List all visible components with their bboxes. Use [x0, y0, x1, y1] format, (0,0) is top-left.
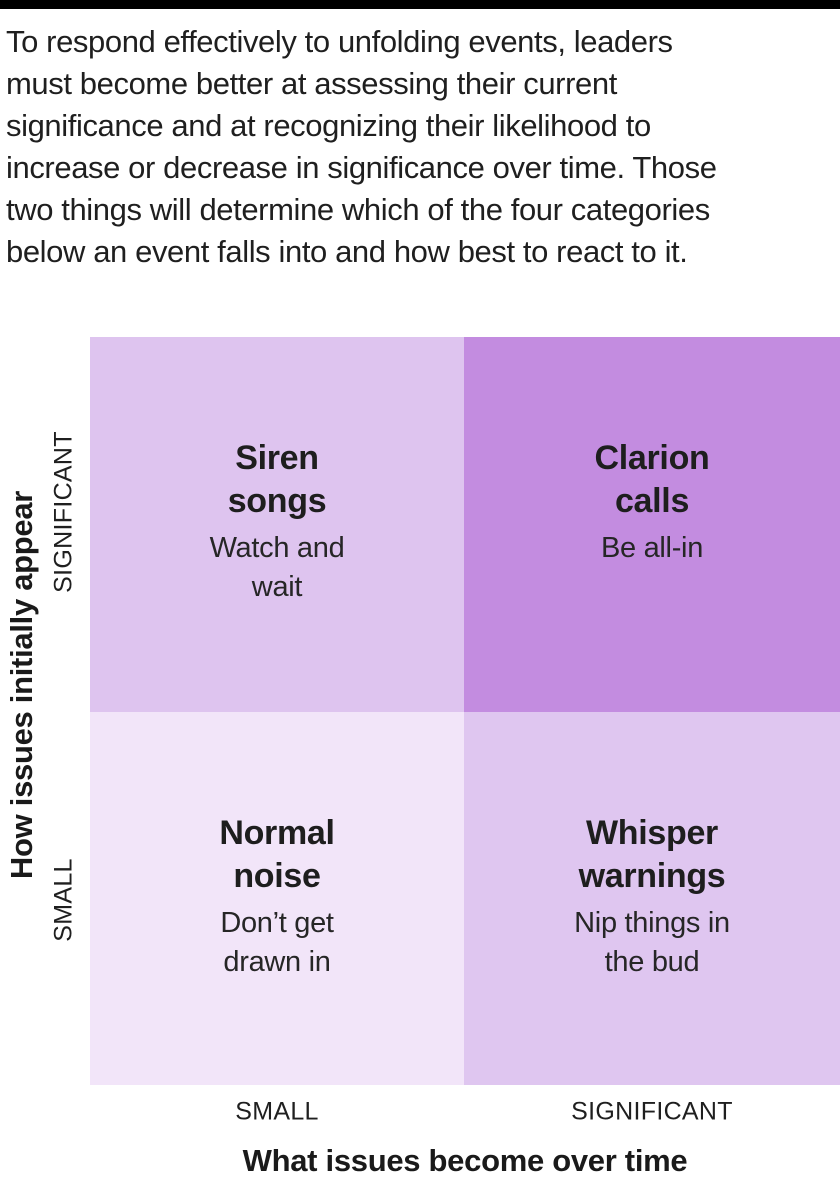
quadrant-subtitle: Watch and wait	[210, 529, 345, 607]
quadrant-title-line: songs	[227, 482, 327, 520]
quadrant-subtitle-line: drawn in	[223, 946, 331, 978]
quadrant-matrix: Siren songs Watch and wait Clarion calls…	[90, 337, 840, 1085]
quadrant-subtitle-line: wait	[251, 571, 303, 603]
y-axis-title: How issues initially appear	[4, 490, 39, 880]
quadrant-title-line: noise	[233, 857, 321, 895]
quadrant-normal-noise: Normal noise Don’t get drawn in	[90, 712, 464, 1085]
quadrant-subtitle-line: Nip things in	[574, 907, 730, 939]
quadrant-title-line: Siren	[235, 439, 319, 477]
quadrant-subtitle-line: Don’t get	[220, 907, 334, 939]
intro-line: increase or decrease in significance ove…	[6, 150, 717, 185]
quadrant-title-line: Whisper	[585, 814, 718, 852]
quadrant-clarion-calls: Clarion calls Be all-in	[464, 337, 840, 712]
quadrant-subtitle-line: the bud	[604, 946, 700, 978]
intro-paragraph: To respond effectively to unfolding even…	[6, 21, 717, 273]
quadrant-subtitle: Nip things in the bud	[574, 904, 730, 982]
y-axis-tick-significant: SIGNIFICANT	[49, 431, 78, 593]
intro-line: To respond effectively to unfolding even…	[6, 24, 673, 59]
quadrant-title: Normal noise	[219, 812, 335, 898]
quadrant-subtitle: Be all-in	[601, 529, 703, 568]
quadrant-title-line: Normal	[219, 814, 335, 852]
quadrant-subtitle-line: Be all-in	[600, 532, 704, 564]
quadrant-subtitle: Don’t get drawn in	[220, 904, 334, 982]
top-rule	[0, 0, 840, 9]
quadrant-title-line: Clarion	[594, 439, 710, 477]
x-axis-tick-small: SMALL	[235, 1097, 319, 1126]
y-axis-tick-small: SMALL	[49, 858, 78, 942]
x-axis-title: What issues become over time	[242, 1143, 688, 1178]
intro-line: below an event falls into and how best t…	[6, 234, 688, 269]
quadrant-whisper-warnings: Whisper warnings Nip things in the bud	[464, 712, 840, 1085]
intro-line: significance and at recognizing their li…	[6, 108, 651, 143]
intro-line: must become better at assessing their cu…	[6, 66, 617, 101]
quadrant-siren-songs: Siren songs Watch and wait	[90, 337, 464, 712]
quadrant-title-line: calls	[614, 482, 690, 520]
quadrant-title: Siren songs	[228, 437, 327, 523]
quadrant-title-line: warnings	[578, 857, 726, 895]
quadrant-title: Whisper warnings	[579, 812, 726, 898]
intro-line: two things will determine which of the f…	[6, 192, 710, 227]
quadrant-subtitle-line: Watch and	[209, 532, 345, 564]
quadrant-title: Clarion calls	[594, 437, 709, 523]
x-axis-tick-significant: SIGNIFICANT	[571, 1097, 733, 1126]
